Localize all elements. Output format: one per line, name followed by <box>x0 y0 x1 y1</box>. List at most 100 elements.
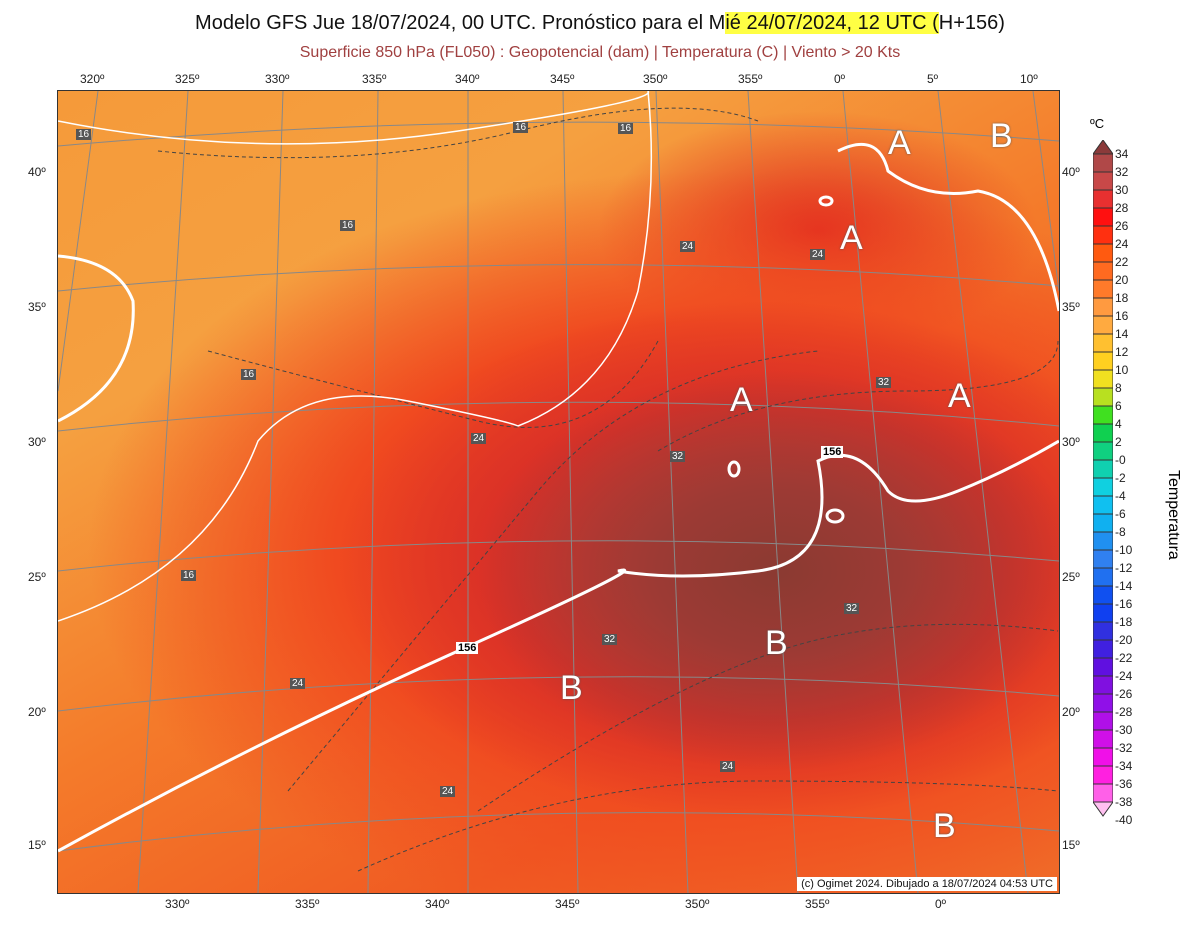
colorbar-swatch <box>1093 171 1113 191</box>
colorbar-label: 24 <box>1115 237 1129 251</box>
contour-label: 32 <box>876 377 892 388</box>
colorbar-swatch <box>1093 243 1113 263</box>
colorbar-label: -22 <box>1115 651 1133 665</box>
contour-label: 24 <box>440 786 456 797</box>
lat-tick: 25º <box>28 570 46 584</box>
lat-tick: 35º <box>28 300 46 314</box>
lat-tick-right: 15º <box>1062 838 1080 852</box>
colorbar-swatch <box>1093 621 1113 641</box>
colorbar-label: -14 <box>1115 579 1133 593</box>
colorbar-swatch <box>1093 675 1113 695</box>
colorbar-label: -16 <box>1115 597 1133 611</box>
colorbar-title: Temperatura <box>1165 470 1182 560</box>
colorbar-swatch <box>1093 603 1113 623</box>
colorbar-swatch <box>1093 387 1113 407</box>
top-lon-tick: 320º <box>80 72 105 86</box>
high-pressure-center: A <box>840 219 863 257</box>
low-pressure-center: B <box>560 669 583 707</box>
colorbar-swatch <box>1093 549 1113 569</box>
lat-tick-right: 40º <box>1062 165 1080 179</box>
lat-tick-right: 35º <box>1062 300 1080 314</box>
colorbar-swatch <box>1093 369 1113 389</box>
colorbar-swatch <box>1093 693 1113 713</box>
colorbar-label: -30 <box>1115 723 1133 737</box>
colorbar-label: -0 <box>1115 453 1126 467</box>
colorbar-label: -32 <box>1115 741 1133 755</box>
colorbar-swatch <box>1093 189 1113 209</box>
colorbar-swatch <box>1093 711 1113 731</box>
colorbar-label: 30 <box>1115 183 1129 197</box>
title-highlight: ié 24/07/2024, 12 UTC ( <box>725 12 939 34</box>
colorbar-label: 34 <box>1115 147 1129 161</box>
title-text: Modelo GFS Jue 18/07/2024, 00 UTC. Pronó… <box>195 12 726 34</box>
colorbar-swatch <box>1093 747 1113 767</box>
colorbar <box>1093 140 1113 817</box>
top-lon-tick: 340º <box>455 72 480 86</box>
colorbar-max-arrow <box>1093 140 1113 155</box>
colorbar-label: -6 <box>1115 507 1126 521</box>
colorbar-swatch <box>1093 639 1113 659</box>
graticule <box>58 91 1059 893</box>
colorbar-swatch <box>1093 585 1113 605</box>
lat-tick: 20º <box>28 705 46 719</box>
contour-label: 24 <box>810 249 826 260</box>
temperature-map[interactable]: A B A A A B B B 16 16 16 16 16 16 24 24 … <box>57 90 1060 894</box>
colorbar-swatch <box>1093 279 1113 299</box>
bottom-lon-tick: 350º <box>685 897 710 911</box>
top-lon-tick: 5º <box>927 72 939 86</box>
lat-tick: 30º <box>28 435 46 449</box>
bottom-lon-tick: 340º <box>425 897 450 911</box>
colorbar-swatch <box>1093 225 1113 245</box>
geopotential-contours <box>58 142 1059 853</box>
contour-label: 16 <box>76 129 92 140</box>
colorbar-label: 20 <box>1115 273 1129 287</box>
top-lon-tick: 10º <box>1020 72 1038 86</box>
bottom-lon-tick: 335º <box>295 897 320 911</box>
bottom-lon-tick: 355º <box>805 897 830 911</box>
colorbar-label: 12 <box>1115 345 1129 359</box>
colorbar-swatch <box>1093 333 1113 353</box>
colorbar-swatch <box>1093 297 1113 317</box>
colorbar-swatch <box>1093 405 1113 425</box>
colorbar-swatch <box>1093 495 1113 515</box>
low-pressure-center: B <box>990 117 1013 155</box>
colorbar-min-arrow <box>1093 801 1113 817</box>
geopotential-label: 156 <box>456 642 479 654</box>
secondary-contours <box>58 91 653 622</box>
colorbar-label: 18 <box>1115 291 1129 305</box>
colorbar-swatch <box>1093 765 1113 785</box>
colorbar-unit: ºC <box>1090 116 1105 131</box>
colorbar-label: -28 <box>1115 705 1133 719</box>
credit-text: (c) Ogimet 2024. Dibujado a 18/07/2024 0… <box>797 877 1057 891</box>
colorbar-label: 8 <box>1115 381 1122 395</box>
colorbar-label: -38 <box>1115 795 1133 809</box>
colorbar-swatch <box>1093 261 1113 281</box>
map-title: Modelo GFS Jue 18/07/2024, 00 UTC. Pronó… <box>0 12 1200 35</box>
lat-tick: 15º <box>28 838 46 852</box>
colorbar-label: 6 <box>1115 399 1122 413</box>
colorbar-swatch <box>1093 531 1113 551</box>
colorbar-swatch <box>1093 513 1113 533</box>
map-subtitle: Superficie 850 hPa (FL050) : Geopotencia… <box>299 44 901 61</box>
colorbar-label: 14 <box>1115 327 1129 341</box>
contour-label: 32 <box>844 603 860 614</box>
colorbar-swatch <box>1093 315 1113 335</box>
contour-label: 16 <box>513 122 529 133</box>
bottom-lon-tick: 0º <box>935 897 947 911</box>
temperature-contours <box>157 107 1059 872</box>
colorbar-swatch <box>1093 783 1113 803</box>
colorbar-swatch <box>1093 657 1113 677</box>
colorbar-label: 26 <box>1115 219 1129 233</box>
colorbar-label: -20 <box>1115 633 1133 647</box>
colorbar-label: 4 <box>1115 417 1122 431</box>
lat-tick-right: 30º <box>1062 435 1080 449</box>
contour-label: 16 <box>241 369 257 380</box>
contour-label: 32 <box>670 451 686 462</box>
colorbar-label: -12 <box>1115 561 1133 575</box>
contour-label: 24 <box>471 433 487 444</box>
contour-label: 24 <box>680 241 696 252</box>
colorbar-label: -18 <box>1115 615 1133 629</box>
lat-tick: 40º <box>28 165 46 179</box>
top-lon-tick: 335º <box>362 72 387 86</box>
colorbar-label: 32 <box>1115 165 1129 179</box>
